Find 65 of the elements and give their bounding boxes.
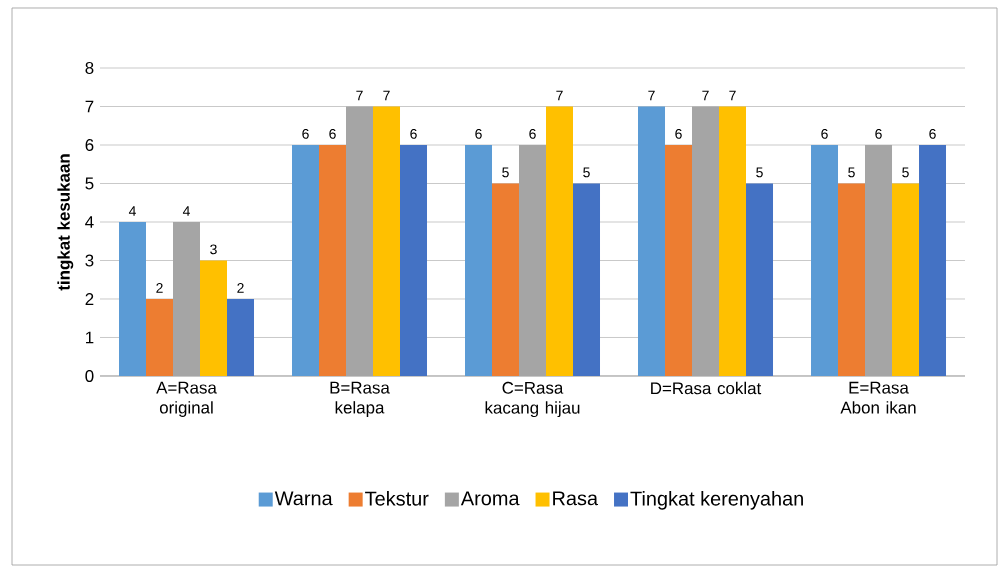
y-tick-label: 0 [85,370,94,382]
bar [719,106,747,376]
data-label: 2 [237,283,244,293]
bar [746,183,774,376]
legend-label: Tekstur [365,491,429,506]
y-axis-title: tingkat kesukaan [57,154,74,291]
bar [319,145,346,376]
data-label: 6 [821,128,828,139]
bar [919,145,947,376]
y-tick-label: 2 [85,293,94,305]
bar [200,260,227,376]
bar [227,299,254,376]
data-label: 5 [502,167,509,178]
data-label: 5 [583,167,590,178]
data-label: 6 [410,128,417,139]
data-label: 7 [729,90,736,101]
y-tick-label: 5 [85,177,94,190]
data-label: 4 [182,206,190,216]
data-label: 7 [356,90,363,101]
data-label: 6 [875,128,882,139]
data-label: 7 [383,90,390,101]
bar [665,145,693,376]
bar [373,106,400,376]
legend-label: Tingkat kerenyahan [630,491,803,510]
data-label: 6 [475,128,482,139]
data-label: 2 [156,283,163,293]
data-label: 6 [302,128,309,139]
data-label: 5 [756,167,763,178]
bar [546,106,573,376]
legend-label: Aroma [460,491,520,506]
data-label: 7 [648,90,655,101]
bar [838,183,866,376]
data-label: 5 [902,167,909,178]
x-tick-label: E=Rasa Abon ikan [840,381,916,414]
y-tick-label: 1 [86,331,94,344]
bar [400,145,427,376]
bar [892,183,920,376]
x-tick-label: C=Rasa kacang hijau [485,381,580,418]
data-label: 6 [529,128,536,139]
bar [292,145,319,376]
y-tick-label: 7 [85,100,94,113]
data-label: 6 [329,128,336,139]
y-tick-label: 4 [85,216,94,228]
legend-label: Warna [274,491,333,506]
y-tick-label: 8 [85,62,94,75]
legend-label: Rasa [553,491,599,506]
bar [573,183,600,376]
x-tick-label: D=Rasa coklat [651,381,762,395]
y-tick-label: 6 [85,139,94,152]
bar [638,106,666,376]
data-label: 5 [848,167,855,178]
bar [811,145,839,376]
bar [492,183,519,376]
x-tick-label: B=Rasa kelapa [330,381,390,417]
data-label: 4 [128,206,136,216]
data-label: 6 [929,128,936,139]
data-label: 6 [675,128,682,139]
bar [146,299,173,376]
x-tick-label: A=Rasa original [156,381,217,417]
data-label: 7 [702,90,709,101]
bar [465,145,492,376]
bar [119,222,146,376]
data-label: 3 [210,244,217,255]
y-tick-label: 3 [85,254,94,267]
data-label: 7 [556,90,563,101]
